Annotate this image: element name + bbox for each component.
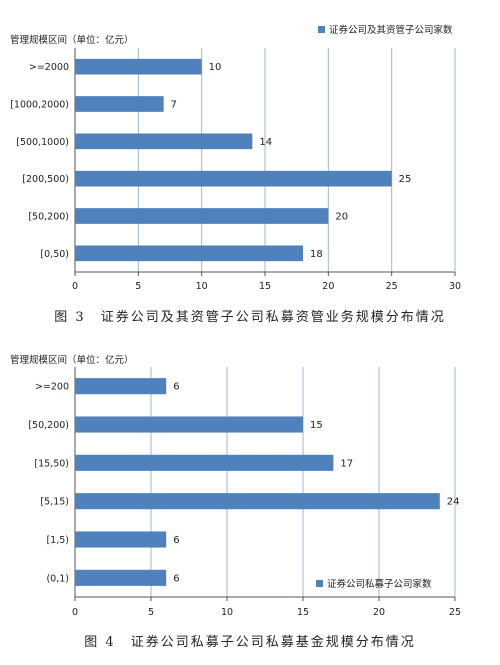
bar-chart-2: 管理规模区间（单位：亿元） 0 5 10 15 20 25 >=200 6 [50,200) 15 [… bbox=[10, 354, 461, 618]
data-label: 7 bbox=[171, 100, 177, 111]
category-label: [0,50) bbox=[40, 249, 69, 260]
x-tick-label: 25 bbox=[449, 607, 461, 618]
data-label: 6 bbox=[173, 535, 179, 546]
bar bbox=[75, 208, 329, 224]
bar bbox=[75, 378, 167, 395]
x-tick-label: 0 bbox=[72, 607, 78, 618]
bar bbox=[75, 531, 167, 548]
data-label: 25 bbox=[399, 174, 412, 185]
data-label: 14 bbox=[259, 137, 272, 148]
data-label: 6 bbox=[173, 382, 179, 393]
bar bbox=[75, 493, 440, 510]
category-label: [1000,2000) bbox=[10, 100, 69, 111]
data-label: 10 bbox=[209, 62, 222, 73]
x-tick-label: 5 bbox=[135, 281, 141, 292]
bar bbox=[75, 245, 303, 262]
bar bbox=[75, 58, 202, 75]
category-label: >=200 bbox=[35, 382, 69, 393]
chart-panel-1: 管理规模区间（单位：亿元） 0 5 10 15 20 25 30 >=2000 10 [1000,2… bbox=[10, 24, 461, 325]
data-label: 17 bbox=[340, 458, 353, 469]
category-label: [50,200) bbox=[28, 420, 69, 431]
figure-caption-1: 图 3 证券公司及其资管子公司私募资管业务规模分布情况 bbox=[54, 310, 446, 325]
x-tick-label: 5 bbox=[148, 607, 154, 618]
bar bbox=[75, 454, 334, 471]
y-axis-title: 管理规模区间（单位：亿元） bbox=[10, 354, 134, 366]
bar bbox=[75, 96, 164, 112]
bar bbox=[75, 569, 167, 586]
bar bbox=[75, 416, 303, 433]
x-tick-label: 10 bbox=[221, 607, 233, 618]
legend-swatch bbox=[316, 580, 323, 587]
data-label: 24 bbox=[447, 497, 460, 508]
category-label: [5,15) bbox=[40, 497, 69, 508]
bar bbox=[75, 133, 253, 150]
category-label: [1,5) bbox=[46, 535, 69, 546]
legend-swatch bbox=[318, 26, 325, 33]
category-label: [200,500) bbox=[22, 174, 69, 185]
data-label: 15 bbox=[310, 420, 323, 431]
x-tick-label: 0 bbox=[72, 281, 78, 292]
x-tick-label: 20 bbox=[322, 281, 334, 292]
data-label: 20 bbox=[335, 212, 348, 223]
chart-panel-2: 管理规模区间（单位：亿元） 0 5 10 15 20 25 >=200 6 [50,200) 15 [… bbox=[0, 345, 500, 665]
bar bbox=[75, 170, 392, 187]
category-label: [15,50) bbox=[34, 458, 69, 469]
y-axis-title: 管理规模区间（单位：亿元） bbox=[10, 34, 134, 46]
x-tick-label: 15 bbox=[297, 607, 309, 618]
category-label: (0,1) bbox=[46, 573, 69, 584]
category-label: >=2000 bbox=[29, 62, 69, 73]
x-tick-label: 20 bbox=[373, 607, 385, 618]
category-label: [500,1000) bbox=[16, 137, 69, 148]
bar-chart-1: 管理规模区间（单位：亿元） 0 5 10 15 20 25 30 >=2000 10 [1000,2… bbox=[10, 24, 461, 292]
x-tick-label: 25 bbox=[386, 281, 398, 292]
x-tick-label: 10 bbox=[196, 281, 208, 292]
legend-label: 证券公司及其资管子公司家数 bbox=[329, 24, 453, 36]
legend-label: 证券公司私募子公司家数 bbox=[327, 578, 432, 590]
x-tick-label: 30 bbox=[449, 281, 461, 292]
data-label: 18 bbox=[310, 249, 323, 260]
figure-caption-2: 图 4 证券公司私募子公司私募基金规模分布情况 bbox=[84, 635, 416, 650]
category-label: [50,200) bbox=[28, 212, 69, 223]
x-tick-label: 15 bbox=[259, 281, 271, 292]
data-label: 6 bbox=[173, 573, 179, 584]
